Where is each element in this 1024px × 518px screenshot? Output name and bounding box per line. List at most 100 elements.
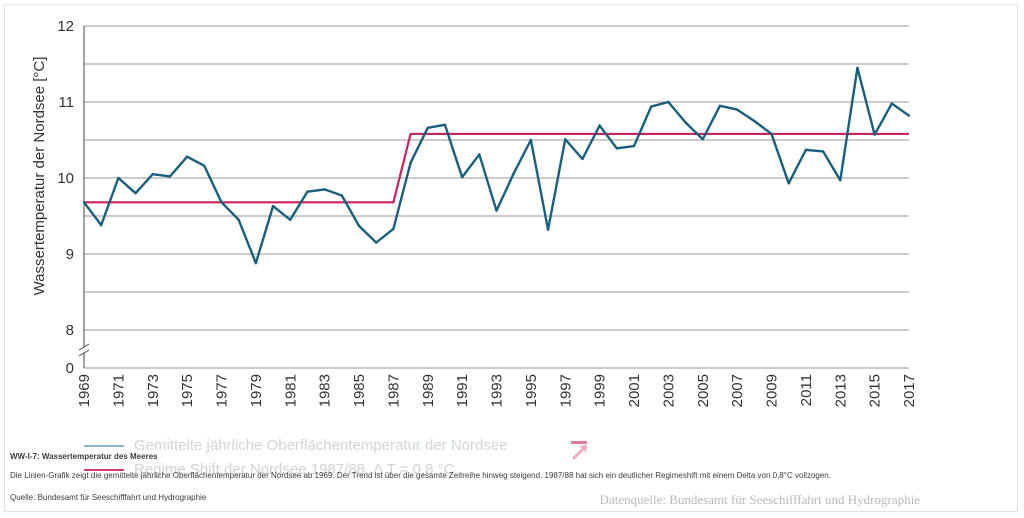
x-tick-label: 1979 xyxy=(248,374,265,407)
data-point xyxy=(271,204,275,208)
y-axis-label: Wassertemperatur der Nordsee [°C] xyxy=(31,57,48,296)
axis-break-mark xyxy=(78,343,90,351)
data-point xyxy=(512,172,515,175)
y-tick-label: 12 xyxy=(57,18,74,35)
x-tick-label: 1995 xyxy=(523,374,540,407)
x-tick-label: 2011 xyxy=(798,374,815,406)
x-tick-label: 1987 xyxy=(385,374,402,407)
data-point xyxy=(374,241,378,244)
data-point xyxy=(340,194,344,197)
x-tick-label: 1975 xyxy=(179,374,196,407)
data-point xyxy=(581,157,584,161)
caption-title: WW-I-7: Wassertemperatur des Meeres xyxy=(10,452,158,461)
gridlines xyxy=(78,25,909,369)
data-point xyxy=(237,218,240,221)
legend-swatch-temperature xyxy=(84,445,124,448)
data-point xyxy=(684,121,687,124)
data-point xyxy=(323,188,326,191)
data-point xyxy=(701,138,704,141)
series-lines xyxy=(82,66,911,265)
data-point xyxy=(667,100,670,104)
x-tick-label: 1985 xyxy=(351,374,368,407)
x-tick-label: 2005 xyxy=(695,374,712,407)
data-point xyxy=(357,224,361,228)
x-tick-label: 1969 xyxy=(76,374,93,407)
legend-item-temperature[interactable]: Gemittelte jährliche Oberflächentemperat… xyxy=(84,437,508,454)
x-tick-label: 2001 xyxy=(626,374,643,407)
x-tick-label: 1989 xyxy=(420,374,437,407)
data-point xyxy=(478,153,481,156)
data-point xyxy=(598,124,601,127)
series-line-temperature xyxy=(83,66,910,265)
y-tick-label: 9 xyxy=(66,246,74,263)
data-point xyxy=(306,190,309,193)
data-point xyxy=(82,201,86,204)
data-point xyxy=(821,150,825,153)
chart-frame xyxy=(4,4,1018,512)
data-point xyxy=(99,223,103,227)
series-line-regime-shift xyxy=(84,132,909,204)
x-tick-label: 1981 xyxy=(282,374,299,407)
data-point xyxy=(409,161,412,164)
x-tick-label: 2017 xyxy=(901,374,918,407)
x-tick-label: 1997 xyxy=(557,374,574,407)
data-point xyxy=(460,176,464,179)
data-point xyxy=(856,66,859,70)
data-point xyxy=(134,192,137,195)
data-point xyxy=(632,144,636,148)
data-point xyxy=(873,133,876,136)
data-point xyxy=(254,261,258,265)
arrow-icon[interactable] xyxy=(570,440,588,460)
legend-swatch-regime xyxy=(84,469,124,472)
x-tick-label: 1971 xyxy=(110,374,127,407)
data-point xyxy=(735,108,739,111)
caption-source: Quelle: Bundesamt für Seeschifffahrt und… xyxy=(10,493,207,502)
caption-description: Die Linien-Grafik zeigt die gemittelte j… xyxy=(10,471,831,480)
data-point xyxy=(203,164,206,168)
data-point xyxy=(649,105,653,108)
data-point xyxy=(443,123,447,127)
legend-item-regime-shift[interactable]: Regime Shift der Nordsee 1987/88, Δ T = … xyxy=(84,461,455,478)
data-point xyxy=(392,227,395,231)
data-point xyxy=(907,114,911,117)
x-tick-label: 2013 xyxy=(832,374,849,407)
data-source-note: Datenquelle: Bundesamt für Seeschifffahr… xyxy=(599,492,920,507)
data-point xyxy=(753,119,756,123)
x-tick-label: 1983 xyxy=(317,374,334,407)
data-point xyxy=(185,155,189,158)
legend-label-regime: Regime Shift der Nordsee 1987/88, Δ T = … xyxy=(134,461,455,478)
data-point xyxy=(168,175,172,178)
y-tick-label: 8 xyxy=(66,322,74,339)
x-tick-label: 1973 xyxy=(145,374,162,407)
data-point xyxy=(529,138,533,142)
data-point xyxy=(220,201,223,204)
x-tick-label: 1993 xyxy=(489,374,506,407)
figure-caption: WW-I-7: Wassertemperatur des Meeres Die … xyxy=(10,452,1000,502)
x-tick-label: 2015 xyxy=(867,374,884,407)
data-point xyxy=(770,132,773,136)
data-point xyxy=(546,228,550,231)
data-point xyxy=(890,102,894,105)
data-point xyxy=(787,182,790,185)
y-tick-label: 0 xyxy=(66,360,74,377)
x-tick-label: 1991 xyxy=(454,374,471,407)
x-tick-label: 2003 xyxy=(660,374,677,407)
x-tick-label: 2009 xyxy=(764,374,781,407)
data-point xyxy=(718,104,722,108)
data-point xyxy=(426,126,429,130)
x-tick-label: 2007 xyxy=(729,374,746,407)
y-tick-label: 11 xyxy=(58,94,74,111)
x-axis-ticks: 1969 1971 1973 1975 1977 1979 1981 1983 1985 1987… xyxy=(76,374,918,407)
data-point xyxy=(495,209,498,212)
x-tick-label: 1999 xyxy=(592,374,609,407)
legend-label-temperature: Gemittelte jährliche Oberflächentemperat… xyxy=(134,437,508,454)
data-point xyxy=(615,147,619,150)
data-point xyxy=(117,176,120,180)
y-axis-ticks: 0 8 9 10 11 12 xyxy=(57,18,74,377)
data-point xyxy=(839,179,842,182)
y-tick-label: 10 xyxy=(57,170,74,187)
x-tick-label: 1977 xyxy=(214,374,231,407)
data-point xyxy=(289,218,292,221)
data-point xyxy=(151,173,154,176)
